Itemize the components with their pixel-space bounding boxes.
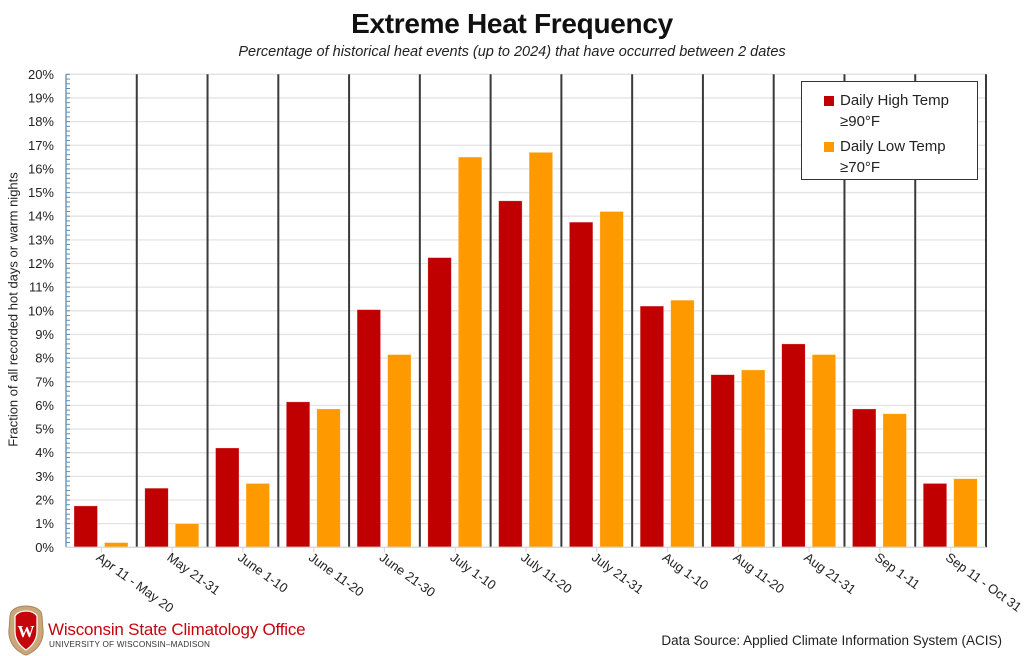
bar-daily-high bbox=[569, 221, 594, 548]
org-subtitle: UNIVERSITY OF WISCONSIN–MADISON bbox=[49, 640, 211, 649]
x-tick-label: June 11-20 bbox=[306, 550, 367, 600]
legend-swatch-low bbox=[824, 142, 834, 152]
x-tick-label: July 1-10 bbox=[447, 550, 498, 593]
x-tick-label: Apr 11 - May 20 bbox=[94, 550, 177, 616]
x-tick-label: June 1-10 bbox=[235, 550, 291, 596]
bar-daily-high bbox=[73, 505, 98, 548]
chart-subtitle: Percentage of historical heat events (up… bbox=[238, 44, 786, 60]
y-tick-label: 3% bbox=[35, 469, 54, 484]
bar-daily-high bbox=[144, 487, 169, 548]
y-axis bbox=[65, 73, 70, 548]
y-tick-label: 9% bbox=[35, 327, 54, 342]
chart-title: Extreme Heat Frequency bbox=[351, 8, 673, 39]
y-tick-label: 20% bbox=[28, 67, 54, 82]
y-tick-label: 6% bbox=[35, 398, 54, 413]
y-axis-title: Fraction of all recorded hot days or war… bbox=[5, 172, 21, 447]
legend-label-low-threshold: ≥70°F bbox=[840, 159, 881, 176]
data-source: Data Source: Applied Climate Information… bbox=[661, 633, 1002, 648]
bar-daily-low bbox=[104, 542, 129, 548]
bar-daily-low bbox=[245, 483, 270, 548]
x-axis bbox=[66, 546, 986, 553]
bar-daily-high bbox=[852, 408, 877, 548]
bar-daily-low bbox=[174, 523, 200, 548]
y-tick-label: 15% bbox=[28, 185, 54, 200]
bar-daily-low bbox=[953, 478, 978, 548]
bar-daily-low bbox=[599, 211, 624, 548]
bar-daily-high bbox=[710, 374, 735, 548]
y-tick-label: 11% bbox=[29, 280, 54, 295]
bar-daily-low bbox=[670, 299, 695, 548]
x-tick-label: Aug 11-20 bbox=[731, 550, 788, 597]
bar-daily-high bbox=[427, 257, 452, 548]
y-tick-labels: 0% 1% 2% 3% 4% 5% 6% 7% 8% 9% 10% 11% 12% 13% 14% 15% 16… bbox=[28, 67, 54, 555]
x-tick-label: June 21-30 bbox=[377, 550, 438, 600]
y-tick-label: 0% bbox=[35, 540, 54, 555]
y-tick-label: 14% bbox=[28, 209, 54, 224]
y-tick-label: 17% bbox=[28, 138, 54, 153]
x-tick-label: Aug 1-10 bbox=[660, 550, 712, 593]
bar-daily-low bbox=[882, 413, 907, 548]
x-tick-label: Sep 11 - Oct 31 bbox=[943, 550, 1024, 615]
y-tick-label: 19% bbox=[28, 90, 54, 105]
y-tick-label: 16% bbox=[28, 161, 54, 176]
y-tick-label: 8% bbox=[35, 351, 54, 366]
bar-daily-low bbox=[811, 354, 836, 548]
y-tick-label: 4% bbox=[35, 445, 54, 460]
y-tick-label: 2% bbox=[35, 493, 54, 508]
bar-daily-low bbox=[741, 369, 766, 548]
legend-swatch-high bbox=[824, 96, 834, 106]
bar-daily-high bbox=[639, 305, 664, 548]
y-tick-label: 1% bbox=[35, 516, 54, 531]
x-tick-label: Sep 1-11 bbox=[872, 550, 923, 593]
y-tick-label: 7% bbox=[35, 374, 54, 389]
x-tick-label: Aug 21-31 bbox=[801, 550, 858, 597]
bar-daily-low bbox=[316, 408, 341, 548]
bar-daily-high bbox=[922, 483, 948, 548]
legend-label-low: Daily Low Temp bbox=[840, 138, 946, 155]
y-tick-label: 13% bbox=[28, 232, 54, 247]
y-tick-label: 10% bbox=[28, 303, 54, 318]
bar-daily-high bbox=[356, 309, 381, 548]
legend-label-high-threshold: ≥90°F bbox=[840, 113, 881, 130]
x-tick-label: May 21-31 bbox=[164, 550, 223, 598]
legend-label-high: Daily High Temp bbox=[840, 92, 949, 109]
legend: Daily High Temp ≥90°F Daily Low Temp ≥70… bbox=[801, 81, 978, 180]
bar-daily-low bbox=[528, 152, 553, 548]
uw-crest-logo: W bbox=[8, 605, 44, 656]
bar-daily-high bbox=[781, 343, 806, 548]
bar-daily-high bbox=[498, 200, 523, 548]
y-tick-label: 18% bbox=[28, 114, 54, 129]
bar-daily-low bbox=[387, 354, 412, 548]
x-tick-label: July 21-31 bbox=[589, 550, 646, 597]
group-separators bbox=[135, 74, 987, 548]
bar-daily-high bbox=[286, 401, 311, 548]
y-tick-label: 5% bbox=[35, 422, 54, 437]
logo-letter: W bbox=[18, 622, 35, 641]
bars bbox=[73, 152, 978, 548]
org-name: Wisconsin State Climatology Office bbox=[48, 620, 306, 639]
y-tick-label: 12% bbox=[28, 256, 54, 271]
bar-daily-high bbox=[215, 447, 240, 548]
x-tick-label: July 11-20 bbox=[518, 550, 575, 597]
bar-daily-low bbox=[458, 156, 483, 548]
